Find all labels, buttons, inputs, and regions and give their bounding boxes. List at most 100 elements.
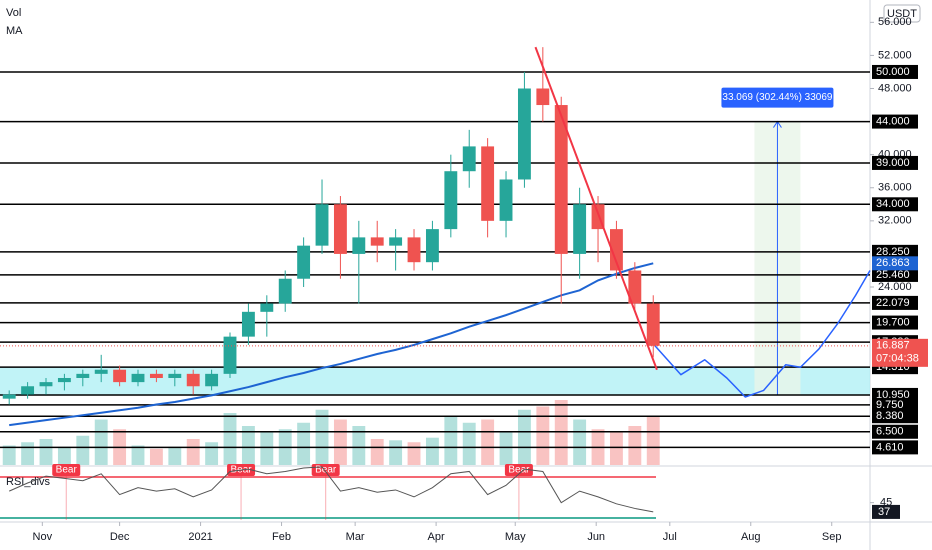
rsi-line [8, 466, 654, 513]
x-tick-label: May [505, 531, 526, 543]
level-label: 9.750 [876, 399, 904, 411]
candle-body [389, 237, 403, 246]
x-tick-label: Feb [272, 531, 291, 543]
y-tick-label: 56.000 [878, 16, 912, 28]
x-tick-label: Nov [33, 531, 53, 543]
level-label: 39.000 [876, 157, 910, 169]
candle-body [573, 204, 587, 254]
price-label: 16.887 [876, 340, 910, 352]
divergence-box [52, 464, 81, 476]
x-tick-label: Aug [741, 531, 761, 543]
support-zone [0, 367, 870, 395]
level-label-box [872, 424, 918, 439]
projection-path [654, 270, 871, 398]
candle-body [333, 204, 347, 254]
volume-bar [168, 446, 182, 465]
volume-bar [205, 442, 219, 465]
level-label-box [872, 295, 918, 310]
volume-bar [149, 448, 163, 465]
candle-body [609, 229, 623, 271]
y-tick-label: 24.000 [878, 281, 912, 293]
volume-label: Vol [6, 7, 21, 19]
candle-body [39, 382, 53, 387]
level-label-box [872, 397, 918, 412]
level-label-box [872, 409, 918, 424]
candle-body [131, 373, 145, 383]
candle-body [57, 377, 71, 383]
price-label-box [872, 338, 928, 367]
candle-body [646, 303, 660, 346]
level-label: 8.380 [876, 410, 904, 422]
measure-label: 33.069 (302.44%) 33069 [722, 92, 833, 103]
candle-body [205, 373, 219, 387]
candle-body [315, 204, 329, 246]
volume-bar [370, 439, 384, 465]
level-label: 10.950 [876, 389, 910, 401]
candle-body [278, 278, 292, 304]
volume-bar [517, 409, 531, 465]
divergence-box [504, 464, 533, 476]
x-tick-label: Jun [587, 531, 605, 543]
level-label: 22.079 [876, 297, 910, 309]
rsi-value: 37 [878, 506, 890, 518]
candle-body [94, 369, 108, 374]
volume-bar [462, 422, 476, 465]
level-label: 4.610 [876, 441, 904, 453]
level-label: 44.000 [876, 115, 910, 127]
measure-label-box [721, 87, 834, 108]
level-label: 28.250 [876, 246, 910, 258]
candle-body [444, 171, 458, 230]
volume-bar [628, 426, 642, 465]
candle-body [499, 179, 513, 221]
candle-body [113, 369, 127, 383]
volume-bar [39, 439, 53, 465]
volume-bar [333, 419, 347, 465]
volume-bar [223, 413, 237, 465]
volume-bar [186, 439, 200, 465]
volume-bar [94, 419, 108, 465]
divergence-label: Bear [315, 465, 337, 476]
x-tick-label: Dec [110, 531, 130, 543]
level-label: 25.460 [876, 269, 910, 281]
volume-bar [352, 426, 366, 465]
ma-label: 26.863 [876, 257, 910, 269]
level-label-box [872, 267, 918, 282]
candle-body [186, 373, 200, 387]
candle-body [149, 373, 163, 378]
volume-bar [57, 446, 71, 465]
volume-bar [21, 442, 35, 465]
candle-body [628, 270, 642, 304]
candle-body [536, 88, 550, 106]
countdown: 07:04:38 [876, 353, 919, 365]
volume-bar [241, 426, 255, 465]
candle-body [223, 336, 237, 374]
currency-label: USDT [887, 8, 917, 20]
volume-bar [131, 445, 145, 465]
x-tick-label: Jul [663, 531, 677, 543]
y-tick-label: 32.000 [878, 215, 912, 227]
volume-bar [389, 440, 403, 465]
y-tick-label: 52.000 [878, 49, 912, 61]
volume-bar [536, 406, 550, 465]
y-tick-label: 48.000 [878, 82, 912, 94]
rsi-title: RSI_divs [6, 476, 51, 488]
x-tick-label: Mar [346, 531, 365, 543]
x-tick-label: 2021 [188, 531, 212, 543]
volume-bar [76, 435, 90, 465]
x-tick-label: Apr [428, 531, 445, 543]
level-label-box [872, 244, 918, 259]
divergence-label: Bear [56, 465, 78, 476]
level-label-box [872, 315, 918, 330]
level-label: 34.000 [876, 198, 910, 210]
volume-bar [315, 409, 329, 465]
volume-bar [646, 416, 660, 465]
moving-average [9, 262, 654, 427]
candle-body [370, 237, 384, 246]
divergence-label: Bear [508, 465, 530, 476]
volume-bar [499, 432, 513, 465]
volume-bar [425, 437, 439, 465]
ma-label: MA [6, 25, 23, 37]
candle-body [21, 386, 35, 395]
ma-label-box [872, 256, 918, 271]
